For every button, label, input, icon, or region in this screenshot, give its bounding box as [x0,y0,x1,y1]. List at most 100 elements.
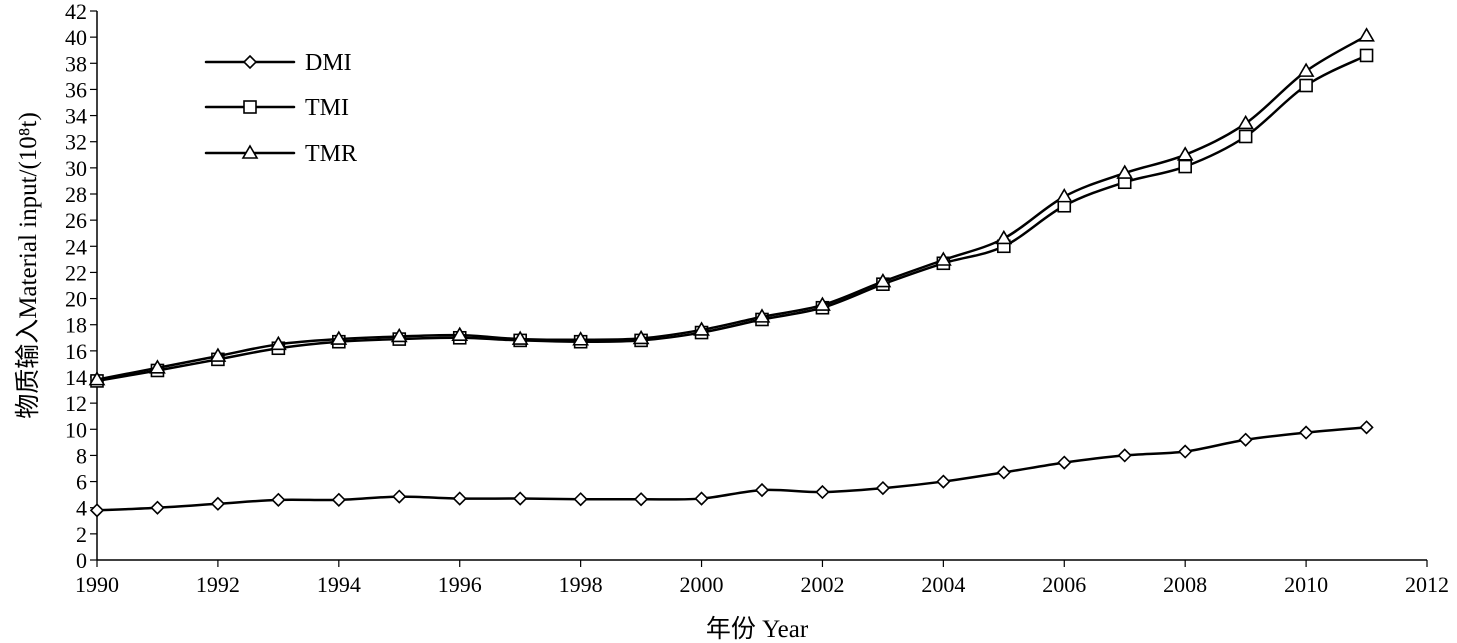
legend-marker-tmr [241,144,259,159]
tmr-point [451,326,469,341]
x-tick-label: 2004 [921,572,965,597]
y-tick-label: 10 [65,417,87,442]
y-tick-label: 24 [65,234,87,259]
y-tick-label: 26 [65,208,87,233]
y-tick-label: 0 [76,548,87,573]
series-layer [88,27,1375,518]
y-tick-label: 2 [76,522,87,547]
legend-label-tmi: TMI [305,95,349,121]
dmi-point [513,491,528,506]
dmi-point [452,491,467,506]
tmi-line [95,54,1368,383]
dmi-point [331,492,346,508]
dmi-point [936,474,951,489]
y-tick-label: 32 [65,130,87,155]
dmi-point [1117,448,1132,463]
axes: 0246810121416182022242628303234363840421… [65,0,1449,597]
y-tick-label: 40 [65,25,87,50]
x-tick-label: 1990 [75,572,119,597]
dmi-point [1178,444,1193,459]
tmr-point [1237,114,1255,130]
x-tick-label: 2008 [1163,572,1207,597]
y-tick-label: 36 [65,77,87,102]
y-tick-label: 16 [65,339,87,364]
dmi-point [694,491,709,506]
tmr-point [269,335,287,351]
tmr-point [995,229,1013,245]
y-tick-label: 38 [65,51,87,76]
x-tick-label: 2000 [680,572,724,597]
tmr-point [511,330,529,345]
x-tick-label: 1998 [559,572,603,597]
y-tick-label: 22 [65,260,87,285]
series-dmi [89,420,1374,518]
x-tick-label: 2012 [1405,572,1449,597]
x-tick-label: 2002 [800,572,844,597]
tmr-point [88,371,106,386]
tmr-point [753,308,771,323]
dmi-point [1298,425,1314,440]
series-tmi [90,48,1374,388]
x-axis-title: 年份 Year [706,615,809,643]
dmi-point [573,492,588,507]
series-tmr [88,27,1375,386]
legend-marker-dmi [242,54,258,70]
legend-label-dmi: DMI [305,50,352,76]
tmr-point [390,327,408,343]
dmi-point [89,503,105,518]
dmi-point [210,496,226,511]
x-tick-label: 1996 [438,572,482,597]
y-tick-label: 30 [65,156,87,181]
y-tick-label: 6 [76,470,87,495]
y-tick-label: 14 [65,365,87,390]
tmr-point [1055,188,1073,203]
tmr-point [330,330,348,345]
tmr-point [814,296,831,311]
dmi-point [1359,420,1374,435]
tmr-point [632,329,650,345]
tmr-point [572,331,590,346]
y-tick-label: 34 [65,104,87,129]
dmi-point [1057,455,1072,470]
tmr-point [693,321,710,336]
x-tick-label: 1992 [196,572,240,597]
y-tick-label: 4 [76,496,87,521]
y-tick-label: 8 [76,443,87,468]
tmr-line [95,34,1368,381]
x-tick-label: 2010 [1284,572,1328,597]
legend-item-dmi: DMI [204,50,352,76]
legend-label-tmr: TMR [305,141,357,167]
dmi-point [815,484,830,500]
tmi-point [1359,48,1374,63]
legend-item-tmi: TMI [204,95,349,121]
tmr-point [1176,146,1194,161]
dmi-point [633,492,649,507]
y-tick-label: 12 [65,391,87,416]
x-tick-label: 2006 [1042,572,1086,597]
dmi-point [875,480,891,496]
tmi-point [1238,129,1253,144]
legend-item-tmr: TMR [204,141,357,167]
dmi-point [150,500,165,515]
tmr-point [1358,27,1375,42]
tmi-point [1178,159,1192,174]
x-tick-label: 1994 [317,572,361,597]
dmi-point [1238,432,1253,447]
tmr-point [874,272,892,288]
y-tick-label: 20 [65,287,87,312]
tmr-point [209,347,227,362]
tmr-point [934,251,952,266]
legend: DMI TMI TMR [204,50,357,167]
tmr-point [149,359,166,374]
tmr-point [1116,164,1134,179]
tmi-point [1299,78,1313,93]
dmi-point [996,465,1011,480]
tmr-point [1297,62,1315,77]
y-tick-label: 18 [65,313,87,338]
dmi-point [271,492,286,508]
y-tick-label: 42 [65,0,87,24]
dmi-line [95,426,1368,512]
dmi-point [392,489,407,504]
y-axis-title: 物质输入Material input/(10⁸t) [14,112,42,419]
